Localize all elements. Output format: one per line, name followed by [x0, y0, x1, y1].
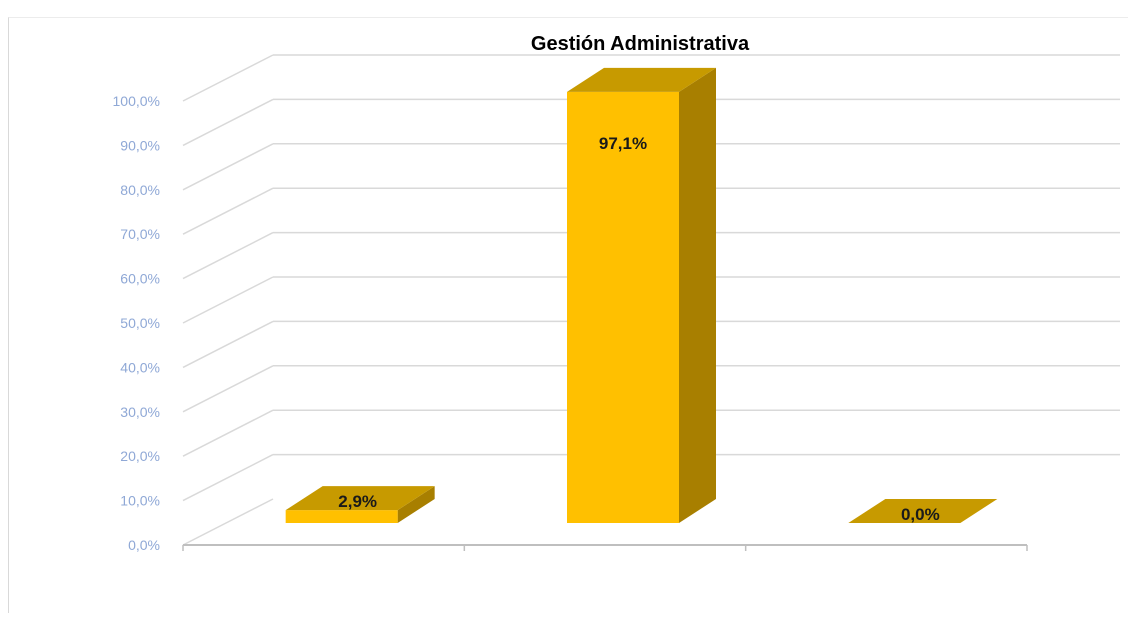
y-tick-label: 80,0% — [120, 182, 160, 198]
y-tick-label: 100,0% — [113, 93, 160, 109]
y-tick-label: 40,0% — [120, 359, 160, 375]
bar-side — [679, 67, 716, 523]
y-tick-label: 70,0% — [120, 226, 160, 242]
bar-top — [848, 499, 998, 523]
gridline-diagonal — [182, 365, 274, 413]
y-tick-label: 90,0% — [120, 137, 160, 153]
gridline-diagonal — [182, 320, 274, 369]
bar-front — [285, 510, 398, 523]
bars — [285, 67, 998, 523]
gridline-diagonal — [182, 231, 274, 280]
y-axis: 0,0% 10,0% 20,0% 30,0% 40,0% 50,0% 60,0% 70,0% 8… — [113, 93, 160, 553]
gridline-diagonal — [182, 498, 274, 546]
data-label: 2,9% — [338, 492, 377, 511]
bar-front — [567, 91, 679, 523]
gridline-diagonal — [182, 143, 274, 191]
y-tick-label: 60,0% — [120, 271, 160, 287]
y-tick-label: 50,0% — [120, 315, 160, 331]
chart-title: Gestión Administrativa — [531, 33, 750, 55]
bar — [848, 499, 998, 523]
data-labels: 2,9% 97,1% 0,0% — [338, 134, 939, 524]
gridline-diagonal — [182, 54, 274, 102]
chart-frame — [8, 17, 1128, 613]
gridline-diagonal — [182, 276, 274, 324]
gridline-diagonal — [182, 187, 274, 235]
gridline-diagonal — [182, 453, 274, 502]
bar-top — [285, 486, 435, 511]
gridline-diagonal — [182, 98, 274, 147]
y-tick-label: 20,0% — [120, 448, 160, 464]
gridline-diagonal — [182, 409, 274, 457]
x-axis — [182, 544, 1028, 551]
bar-top — [567, 67, 716, 92]
bar-side — [397, 486, 435, 523]
y-tick-label: 30,0% — [120, 404, 160, 420]
bar — [567, 67, 716, 523]
y-tick-label: 0,0% — [128, 537, 160, 553]
y-tick-label: 10,0% — [120, 493, 160, 509]
data-label: 97,1% — [599, 134, 647, 153]
data-label: 0,0% — [901, 505, 940, 524]
bar — [285, 486, 435, 523]
